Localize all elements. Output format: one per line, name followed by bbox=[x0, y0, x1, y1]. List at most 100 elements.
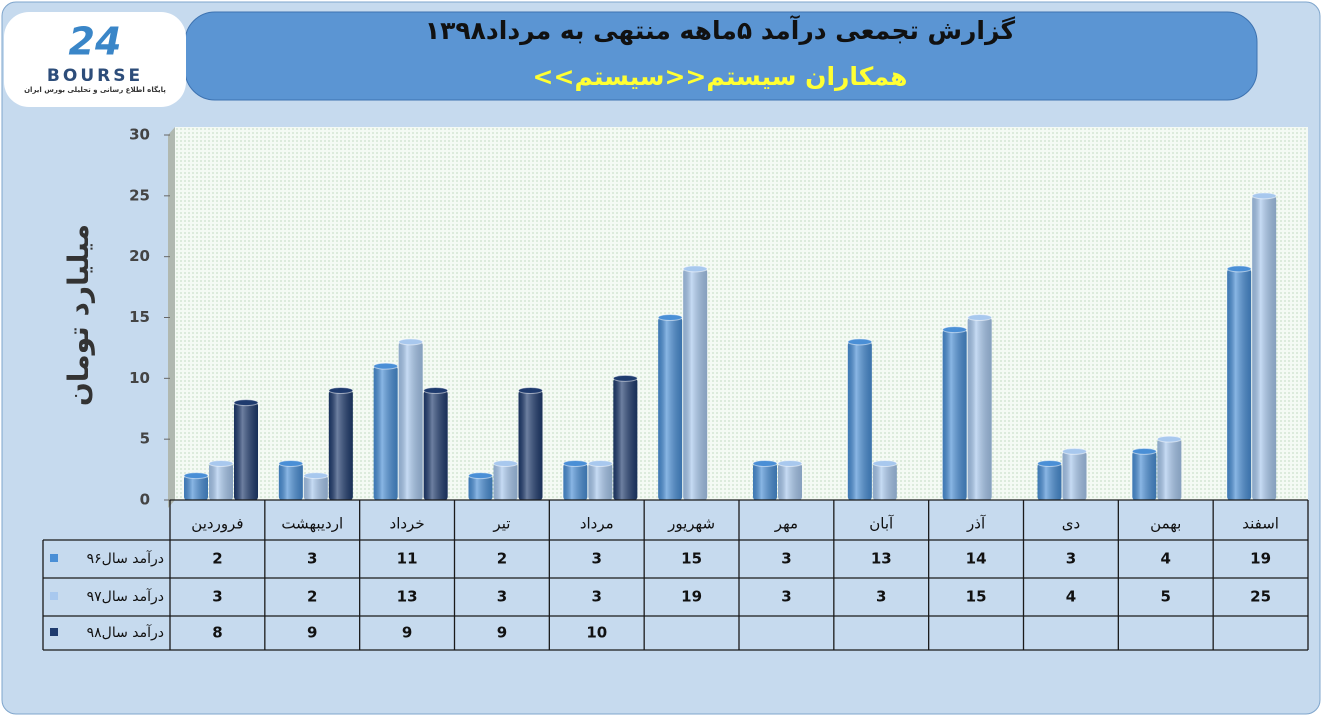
x-tick-label: فروردین bbox=[191, 515, 243, 533]
bar-cap bbox=[777, 460, 803, 467]
table-value: 3 bbox=[497, 588, 507, 606]
bar-shine bbox=[493, 463, 518, 500]
bar-cap bbox=[1251, 192, 1277, 200]
x-tick-label: خرداد bbox=[390, 515, 425, 533]
bar-cap bbox=[373, 362, 399, 370]
bar-shine bbox=[778, 463, 802, 500]
table-value: 19 bbox=[1250, 550, 1271, 568]
bar-shine bbox=[209, 463, 233, 500]
bar-cap bbox=[1062, 447, 1087, 455]
bar-cap bbox=[682, 265, 708, 273]
bar-shine bbox=[872, 463, 897, 500]
table-value: 15 bbox=[966, 588, 987, 606]
x-tick-label: آبان bbox=[869, 515, 894, 533]
x-tick-label: اسفند bbox=[1242, 515, 1279, 533]
table-value: 25 bbox=[1250, 588, 1271, 606]
table-value: 5 bbox=[1161, 588, 1171, 606]
logo-name: BOURSE bbox=[47, 66, 143, 86]
bar-shine bbox=[1227, 268, 1252, 500]
table-value: 3 bbox=[781, 588, 791, 606]
table-value: 9 bbox=[402, 624, 412, 642]
bar-shine bbox=[613, 378, 638, 500]
bar-shine bbox=[303, 475, 328, 500]
y-tick-label: 20 bbox=[129, 247, 150, 265]
bar-cap bbox=[562, 460, 588, 467]
bar-shine bbox=[278, 463, 303, 500]
table-value: 10 bbox=[586, 624, 607, 642]
bar-cap bbox=[752, 460, 778, 467]
table-value: 11 bbox=[397, 550, 418, 568]
legend-swatch bbox=[50, 628, 58, 636]
table-value: 15 bbox=[681, 550, 702, 568]
bar-cap bbox=[1226, 265, 1252, 273]
bar-shine bbox=[658, 317, 683, 500]
logo-tagline: پایگاه اطلاع رسانی و تحلیلی بورس ایران bbox=[24, 85, 166, 94]
legend-label: درآمد سال۹۶ bbox=[87, 550, 164, 567]
y-axis-label: میلیارد تومان bbox=[62, 224, 95, 406]
bar-shine bbox=[563, 463, 588, 500]
table-value: 3 bbox=[1066, 550, 1076, 568]
table-value: 3 bbox=[212, 588, 222, 606]
table-value: 2 bbox=[307, 588, 317, 606]
bar-cap bbox=[1131, 447, 1157, 455]
bar-shine bbox=[234, 402, 258, 500]
table-value: 9 bbox=[497, 624, 507, 642]
bar-shine bbox=[847, 341, 872, 500]
bar-cap bbox=[183, 472, 209, 480]
bar-shine bbox=[423, 390, 448, 500]
bar-cap bbox=[847, 338, 873, 346]
y-tick-label: 10 bbox=[129, 369, 150, 387]
table-value: 4 bbox=[1161, 550, 1171, 568]
bar-shine bbox=[328, 390, 353, 500]
bar-shine bbox=[398, 341, 423, 500]
y-tick-label: 25 bbox=[129, 186, 150, 204]
bar-cap bbox=[328, 387, 354, 394]
bar-shine bbox=[1157, 439, 1182, 500]
bar-shine bbox=[588, 463, 613, 500]
bar-cap bbox=[233, 399, 259, 407]
legend-swatch bbox=[50, 592, 58, 600]
bar-shine bbox=[184, 475, 208, 500]
table-value: 8 bbox=[212, 624, 222, 642]
table-value: 19 bbox=[681, 588, 702, 606]
bar-cap bbox=[967, 314, 993, 321]
x-tick-label: تیر bbox=[492, 515, 510, 533]
table-value: 4 bbox=[1066, 588, 1076, 606]
bar-shine bbox=[468, 475, 493, 500]
logo-box bbox=[4, 12, 186, 107]
x-tick-label: آذر bbox=[966, 515, 986, 533]
bar-cap bbox=[278, 460, 304, 467]
bar-cap bbox=[1156, 435, 1182, 443]
bar-shine bbox=[753, 463, 777, 500]
x-tick-label: شهریور bbox=[667, 515, 715, 533]
axis-wall bbox=[168, 127, 175, 508]
bar-cap bbox=[398, 338, 424, 346]
x-tick-label: مرداد bbox=[580, 515, 614, 533]
table-value: 2 bbox=[212, 550, 222, 568]
chart-title: گزارش تجمعی درآمد ۵ماهه منتهی به مرداد۱۳… bbox=[425, 15, 1016, 46]
table-value: 3 bbox=[781, 550, 791, 568]
y-tick-label: 0 bbox=[140, 491, 150, 509]
plot-area bbox=[175, 127, 1308, 500]
x-tick-label: دی bbox=[1062, 515, 1080, 533]
bar-cap bbox=[587, 460, 613, 467]
table-value: 9 bbox=[307, 624, 317, 642]
bar-cap bbox=[493, 460, 518, 467]
y-tick-label: 15 bbox=[129, 308, 150, 326]
table-value: 3 bbox=[307, 550, 317, 568]
bar-cap bbox=[518, 387, 543, 394]
bar-shine bbox=[683, 268, 708, 500]
bar-cap bbox=[303, 472, 329, 480]
y-tick-label: 5 bbox=[140, 430, 150, 448]
bar-cap bbox=[612, 374, 638, 382]
bar-cap bbox=[942, 326, 968, 334]
bar-shine bbox=[942, 329, 967, 500]
bar-shine bbox=[1252, 195, 1277, 501]
bar-shine bbox=[1062, 451, 1087, 500]
table-value: 13 bbox=[397, 588, 418, 606]
x-tick-label: بهمن bbox=[1150, 515, 1181, 533]
bar-shine bbox=[518, 390, 543, 500]
bar-cap bbox=[872, 460, 898, 467]
chart-subtitle: همکاران سیستم<<سیستم>> bbox=[533, 62, 908, 91]
